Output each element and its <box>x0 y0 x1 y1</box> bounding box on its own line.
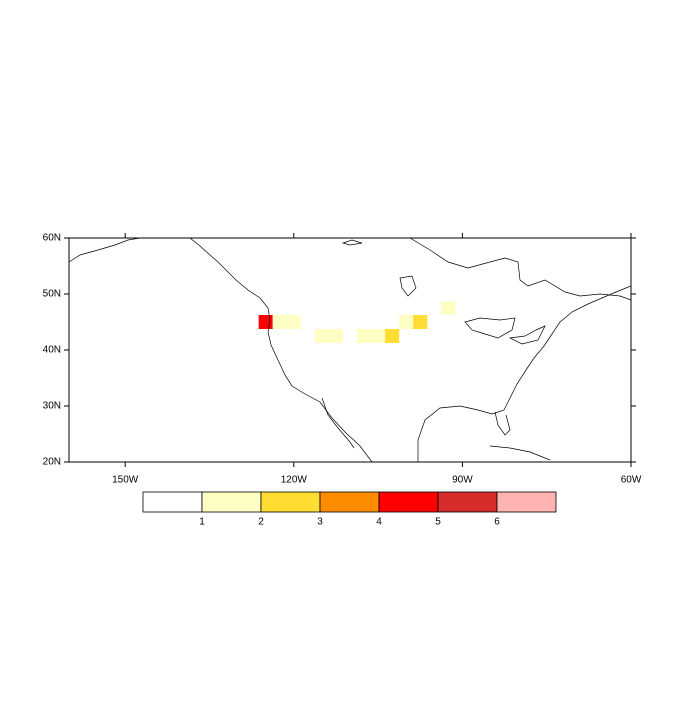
grid-cell <box>314 329 329 343</box>
colorbar-label: 6 <box>494 517 500 528</box>
lon-tick-label: 90W <box>452 475 473 486</box>
colorbar-box <box>260 491 321 513</box>
grid-cell <box>258 315 273 329</box>
grid-cell <box>328 329 343 343</box>
lat-tick-label: 50N <box>43 289 61 300</box>
lon-tick-label: 60W <box>621 475 642 486</box>
coastline <box>341 239 363 246</box>
grid-cell <box>441 301 456 315</box>
grid-cell <box>272 315 287 329</box>
coastline <box>69 238 141 263</box>
coastline <box>321 397 355 449</box>
colorbar: 1 2 3 4 5 6 <box>142 491 557 528</box>
coastline <box>464 317 516 339</box>
colorbar-box <box>437 491 498 513</box>
colorbar-label: 2 <box>258 517 264 528</box>
colorbar-label: 3 <box>317 517 323 528</box>
coastline <box>417 285 631 462</box>
colorbar-box <box>378 491 439 513</box>
lat-tick-label: 30N <box>43 401 61 412</box>
colorbar-label: 1 <box>199 517 205 528</box>
lon-tick-label: 120W <box>281 475 308 486</box>
coastlines <box>69 238 631 462</box>
colorbar-box <box>496 491 557 513</box>
grid-cells <box>258 301 456 343</box>
colorbar-box <box>142 491 203 513</box>
colorbar-label: 4 <box>376 517 382 528</box>
grid-cell <box>286 315 301 329</box>
coastline <box>508 325 546 345</box>
axes: 150W 120W 90W 60W 20N 30N 40N 50N 60N <box>43 233 642 486</box>
lat-tick-label: 20N <box>43 457 61 468</box>
map-frame <box>68 237 632 463</box>
grid-cell <box>399 315 414 329</box>
colorbar-box <box>319 491 380 513</box>
colorbar-label: 5 <box>435 517 441 528</box>
coastline <box>494 411 511 436</box>
colorbar-box <box>201 491 262 513</box>
coastline <box>409 238 631 301</box>
coastline <box>189 238 373 462</box>
lon-tick-label: 150W <box>112 475 139 486</box>
grid-cell <box>385 329 400 343</box>
lat-tick-label: 60N <box>43 233 61 244</box>
grid-cell <box>357 329 372 343</box>
coastline <box>489 445 551 461</box>
grid-cell <box>413 315 428 329</box>
lat-tick-label: 40N <box>43 345 61 356</box>
coastline <box>399 275 417 297</box>
grid-cell <box>371 329 386 343</box>
